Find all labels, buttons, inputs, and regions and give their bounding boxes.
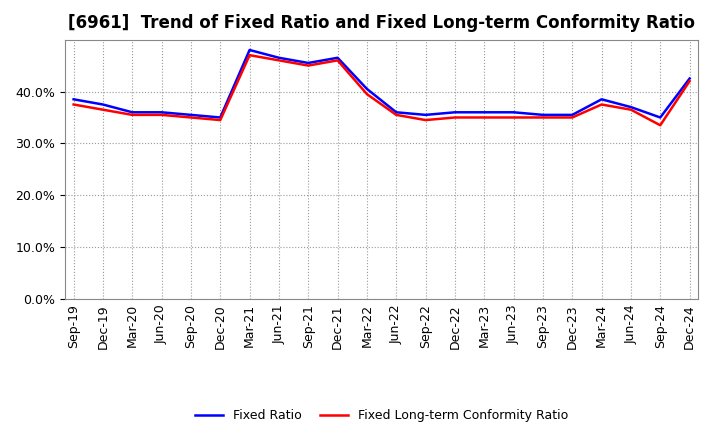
Fixed Long-term Conformity Ratio <box>186 115 195 120</box>
Fixed Ratio <box>598 97 606 102</box>
Fixed Long-term Conformity Ratio <box>568 115 577 120</box>
Fixed Ratio <box>216 115 225 120</box>
Fixed Long-term Conformity Ratio <box>363 92 372 97</box>
Fixed Ratio <box>626 104 635 110</box>
Fixed Ratio <box>186 112 195 117</box>
Fixed Long-term Conformity Ratio <box>539 115 547 120</box>
Fixed Ratio <box>451 110 459 115</box>
Fixed Long-term Conformity Ratio <box>656 123 665 128</box>
Fixed Ratio <box>685 76 694 81</box>
Fixed Long-term Conformity Ratio <box>509 115 518 120</box>
Fixed Ratio <box>421 112 430 117</box>
Line: Fixed Long-term Conformity Ratio: Fixed Long-term Conformity Ratio <box>73 55 690 125</box>
Fixed Ratio <box>304 60 312 66</box>
Fixed Long-term Conformity Ratio <box>274 58 283 63</box>
Fixed Long-term Conformity Ratio <box>392 112 400 117</box>
Fixed Long-term Conformity Ratio <box>216 117 225 123</box>
Fixed Ratio <box>568 112 577 117</box>
Fixed Long-term Conformity Ratio <box>99 107 107 112</box>
Fixed Long-term Conformity Ratio <box>128 112 137 117</box>
Fixed Long-term Conformity Ratio <box>421 117 430 123</box>
Fixed Long-term Conformity Ratio <box>451 115 459 120</box>
Fixed Long-term Conformity Ratio <box>157 112 166 117</box>
Fixed Ratio <box>392 110 400 115</box>
Fixed Ratio <box>363 86 372 92</box>
Line: Fixed Ratio: Fixed Ratio <box>73 50 690 117</box>
Fixed Ratio <box>128 110 137 115</box>
Fixed Long-term Conformity Ratio <box>480 115 489 120</box>
Fixed Ratio <box>157 110 166 115</box>
Fixed Long-term Conformity Ratio <box>246 52 254 58</box>
Fixed Ratio <box>656 115 665 120</box>
Fixed Ratio <box>509 110 518 115</box>
Fixed Long-term Conformity Ratio <box>333 58 342 63</box>
Fixed Ratio <box>99 102 107 107</box>
Legend: Fixed Ratio, Fixed Long-term Conformity Ratio: Fixed Ratio, Fixed Long-term Conformity … <box>190 404 573 427</box>
Fixed Ratio <box>480 110 489 115</box>
Fixed Ratio <box>333 55 342 60</box>
Fixed Ratio <box>274 55 283 60</box>
Title: [6961]  Trend of Fixed Ratio and Fixed Long-term Conformity Ratio: [6961] Trend of Fixed Ratio and Fixed Lo… <box>68 15 695 33</box>
Fixed Long-term Conformity Ratio <box>598 102 606 107</box>
Fixed Ratio <box>246 48 254 53</box>
Fixed Long-term Conformity Ratio <box>304 63 312 68</box>
Fixed Long-term Conformity Ratio <box>69 102 78 107</box>
Fixed Long-term Conformity Ratio <box>626 107 635 112</box>
Fixed Ratio <box>69 97 78 102</box>
Fixed Long-term Conformity Ratio <box>685 78 694 84</box>
Fixed Ratio <box>539 112 547 117</box>
